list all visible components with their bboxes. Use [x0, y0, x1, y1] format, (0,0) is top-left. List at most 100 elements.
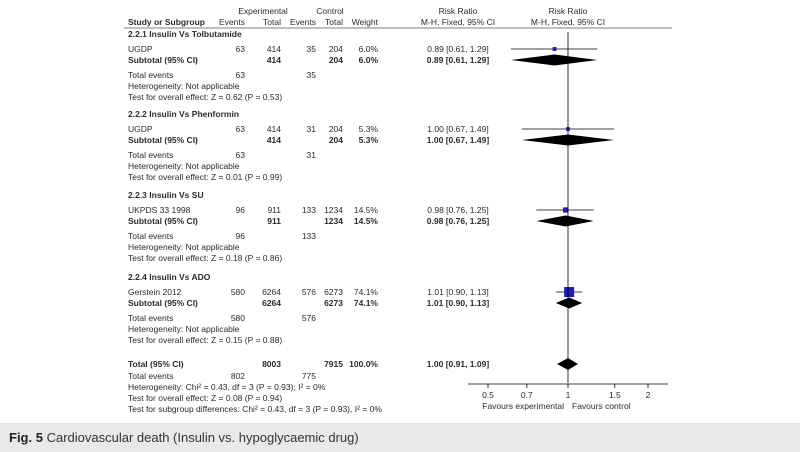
subgroup-1-events-experimental: 63	[236, 44, 246, 54]
subgroup-2-study-name: UGDP	[128, 124, 153, 134]
subgroup-2-subtotal-ci: 1.00 [0.67, 1.49]	[427, 135, 490, 145]
subgroup-1-study-box	[552, 47, 557, 51]
subgroup-1-overall-test: Test for overall effect: Z = 0.62 (P = 0…	[128, 92, 282, 102]
subgroup-2-events-experimental: 63	[236, 124, 246, 134]
subgroup-4-total-events-control: 576	[302, 313, 316, 323]
header-experimental: Experimental	[238, 6, 288, 16]
subgroup-4-heterogeneity: Heterogeneity: Not applicable	[128, 324, 240, 334]
subgroup-4-weight: 74.1%	[354, 287, 379, 297]
subgroup-3-total-events-label: Total events	[128, 231, 173, 241]
overall-total-control: 7915	[324, 359, 343, 369]
subgroup-2-total-control: 204	[329, 124, 343, 134]
subgroup-3-weight: 14.5%	[354, 205, 379, 215]
subgroup-2-subtotal-weight: 5.3%	[359, 135, 379, 145]
caption-text: Cardiovascular death (Insulin vs. hypogl…	[46, 430, 359, 445]
subgroup-1-title: 2.2.1 Insulin Vs Tolbutamide	[128, 29, 242, 39]
x-tick-label-3: 1	[566, 390, 571, 400]
subgroup-4-subtotal-diamond	[555, 297, 583, 309]
subgroup-3-study-box	[563, 207, 569, 213]
subgroup-3-total-control: 1234	[324, 205, 343, 215]
subgroup-4-subtotal-total-control: 6273	[324, 298, 343, 308]
subgroup-4-total-events-label: Total events	[128, 313, 173, 323]
header-risk-ratio-plot: Risk Ratio	[549, 6, 588, 16]
subgroup-3-title: 2.2.3 Insulin Vs SU	[128, 190, 204, 200]
subgroup-3-total-experimental: 911	[267, 205, 281, 215]
subgroup-1-weight: 6.0%	[359, 44, 379, 54]
subgroup-3-subtotal-total-control: 1234	[324, 216, 343, 226]
subgroup-2-overall-test: Test for overall effect: Z = 0.01 (P = 0…	[128, 172, 282, 182]
subgroup-1-study-name: UGDP	[128, 44, 153, 54]
x-tick-label-1: 0.5	[482, 390, 494, 400]
subgroup-1-total-events-control: 35	[307, 70, 317, 80]
header-events-experimental: Events	[219, 17, 245, 27]
subgroup-1-total-experimental: 414	[267, 44, 281, 54]
x-tick-label-5: 2	[646, 390, 651, 400]
overall-overall-test: Test for overall effect: Z = 0.08 (P = 0…	[128, 393, 282, 403]
subgroup-differences-test: Test for subgroup differences: Chi² = 0.…	[128, 404, 382, 414]
subgroup-4-events-experimental: 580	[231, 287, 245, 297]
subgroup-4-total-events-experimental: 580	[231, 313, 245, 323]
figure-caption: Fig. 5 Cardiovascular death (Insulin vs.…	[9, 423, 359, 452]
overall-ci: 1.00 [0.91, 1.09]	[427, 359, 490, 369]
x-tick-label-2: 0.7	[521, 390, 533, 400]
subgroup-3-subtotal-ci: 0.98 [0.76, 1.25]	[427, 216, 490, 226]
subgroup-1-total-events-experimental: 63	[236, 70, 246, 80]
subgroup-1-subtotal-ci: 0.89 [0.61, 1.29]	[427, 55, 490, 65]
caption-label: Fig. 5	[9, 430, 43, 445]
subgroup-1-subtotal-label: Subtotal (95% CI)	[128, 55, 198, 65]
subgroup-4-total-control: 6273	[324, 287, 343, 297]
subgroup-2-total-events-experimental: 63	[236, 150, 246, 160]
x-tick-label-4: 1.5	[609, 390, 621, 400]
overall-total-experimental: 8003	[262, 359, 281, 369]
subgroup-4-events-control: 576	[302, 287, 316, 297]
subgroup-4-title: 2.2.4 Insulin Vs ADO	[128, 272, 211, 282]
subgroup-1-subtotal-weight: 6.0%	[359, 55, 379, 65]
header-total-experimental: Total	[263, 17, 281, 27]
subgroup-2-weight: 5.3%	[359, 124, 379, 134]
subgroup-3-events-experimental: 96	[236, 205, 246, 215]
subgroup-1-total-events-label: Total events	[128, 70, 173, 80]
subgroup-3-subtotal-label: Subtotal (95% CI)	[128, 216, 198, 226]
subgroup-1-subtotal-diamond	[510, 54, 598, 66]
favours-experimental-label: Favours experimental	[482, 401, 564, 411]
header-method: M-H, Fixed, 95% CI	[421, 17, 495, 27]
overall-heterogeneity: Heterogeneity: Chi² = 0.43, df = 3 (P = …	[128, 382, 326, 392]
subgroup-2-total-events-control: 31	[307, 150, 317, 160]
subgroup-4-subtotal-weight: 74.1%	[354, 298, 379, 308]
subgroup-4-study-name: Gerstein 2012	[128, 287, 182, 297]
subgroup-4-subtotal-label: Subtotal (95% CI)	[128, 298, 198, 308]
overall-weight: 100.0%	[349, 359, 378, 369]
subgroup-3-heterogeneity: Heterogeneity: Not applicable	[128, 242, 240, 252]
subgroup-4-subtotal-total-experimental: 6264	[262, 298, 281, 308]
header-risk-ratio: Risk Ratio	[439, 6, 478, 16]
subgroup-2-subtotal-total-control: 204	[329, 135, 343, 145]
caption-band	[0, 423, 800, 452]
subgroup-2-subtotal-total-experimental: 414	[267, 135, 281, 145]
header-weight: Weight	[352, 17, 379, 27]
subgroup-2-subtotal-label: Subtotal (95% CI)	[128, 135, 198, 145]
subgroup-3-ci: 0.98 [0.76, 1.25]	[427, 205, 488, 215]
subgroup-3-total-events-control: 133	[302, 231, 316, 241]
subgroup-4-total-experimental: 6264	[262, 287, 281, 297]
subgroup-3-total-events-experimental: 96	[236, 231, 246, 241]
subgroup-2-total-events-label: Total events	[128, 150, 173, 160]
subgroup-2-total-experimental: 414	[267, 124, 281, 134]
subgroup-2-heterogeneity: Heterogeneity: Not applicable	[128, 161, 240, 171]
forest-plot: Experimental Control Risk Ratio Risk Ratio S…	[124, 6, 672, 414]
subgroup-4-overall-test: Test for overall effect: Z = 0.15 (P = 0…	[128, 335, 282, 345]
subgroup-3-study-name: UKPDS 33 1998	[128, 205, 191, 215]
header-method-plot: M-H, Fixed, 95% CI	[531, 17, 605, 27]
subgroup-3-subtotal-diamond	[536, 215, 594, 227]
subgroup-2-ci: 1.00 [0.67, 1.49]	[427, 124, 488, 134]
overall-total-events-experimental: 802	[231, 371, 245, 381]
subgroup-1-subtotal-total-experimental: 414	[267, 55, 281, 65]
subgroup-2-events-control: 31	[307, 124, 317, 134]
subgroup-3-subtotal-weight: 14.5%	[354, 216, 379, 226]
subgroup-1-events-control: 35	[307, 44, 317, 54]
subgroup-4-subtotal-ci: 1.01 [0.90, 1.13]	[427, 298, 490, 308]
favours-control-label: Favours control	[572, 401, 631, 411]
header-study: Study or Subgroup	[128, 17, 205, 27]
subgroup-4-ci: 1.01 [0.90, 1.13]	[427, 287, 488, 297]
overall-diamond	[557, 358, 578, 370]
subgroup-2-title: 2.2.2 Insulin Vs Phenformin	[128, 109, 239, 119]
